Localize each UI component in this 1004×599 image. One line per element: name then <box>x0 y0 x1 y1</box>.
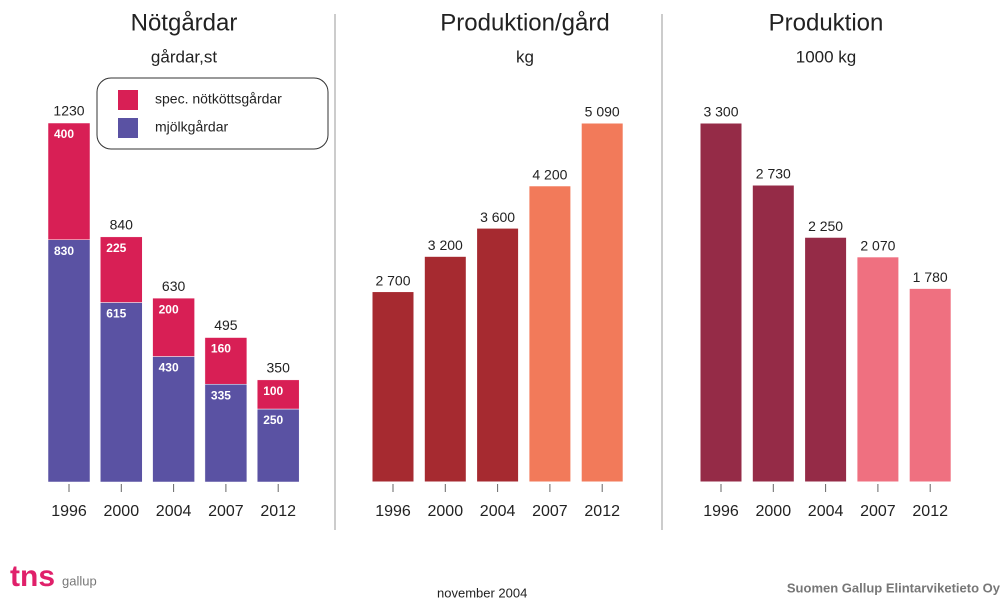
total-label: 350 <box>267 360 291 376</box>
x-tick-label: 2000 <box>756 503 792 520</box>
chart-subtitle: 1000 kg <box>796 47 857 66</box>
bar <box>751 184 795 483</box>
bar <box>908 287 952 483</box>
logo-sub: gallup <box>62 573 97 588</box>
value-label: 3 200 <box>428 237 463 253</box>
bar-segment <box>204 337 248 385</box>
bar <box>856 256 900 483</box>
segment-label: 830 <box>54 244 74 258</box>
x-tick-label: 2000 <box>428 503 464 520</box>
footer-date: november 2004 <box>437 585 527 599</box>
x-tick-label: 2004 <box>156 503 192 520</box>
chart-title: Nötgårdar <box>131 9 238 36</box>
x-tick-label: 1996 <box>375 503 411 520</box>
total-label: 840 <box>110 217 134 233</box>
value-label: 3 600 <box>480 209 515 225</box>
bar-segment <box>100 302 143 483</box>
segment-label: 250 <box>263 413 283 427</box>
x-tick-label: 1996 <box>703 503 739 520</box>
bar-segment <box>256 379 300 410</box>
value-label: 5 090 <box>585 104 620 120</box>
logo: tns <box>10 560 55 593</box>
segment-label: 400 <box>54 127 74 141</box>
legend-swatch <box>118 90 138 110</box>
x-tick-label: 2004 <box>480 503 516 520</box>
segment-label: 335 <box>211 388 231 402</box>
total-label: 630 <box>162 278 186 294</box>
chart-subtitle: gårdar,st <box>151 47 217 66</box>
bar-segment <box>152 297 195 357</box>
value-label: 1 780 <box>913 269 948 285</box>
segment-label: 430 <box>159 361 179 375</box>
bar <box>699 122 743 483</box>
x-tick-label: 2007 <box>532 503 568 520</box>
legend-swatch <box>118 118 138 138</box>
x-tick-label: 2012 <box>584 503 620 520</box>
value-label: 2 730 <box>756 166 791 182</box>
bar <box>476 227 520 483</box>
x-tick-label: 1996 <box>51 503 87 520</box>
chart-title: Produktion <box>769 9 884 36</box>
x-tick-label: 2004 <box>808 503 844 520</box>
total-label: 495 <box>214 317 238 333</box>
segment-label: 225 <box>106 241 126 255</box>
value-label: 2 070 <box>860 238 895 254</box>
legend-label: mjölkgårdar <box>155 119 228 135</box>
legend-box <box>96 77 329 150</box>
bar-segment <box>152 356 195 483</box>
segment-label: 100 <box>263 384 283 398</box>
bar <box>804 236 848 483</box>
chart-title: Produktion/gård <box>440 9 609 36</box>
bar <box>580 122 624 483</box>
x-tick-label: 2012 <box>260 503 296 520</box>
footer-company: Suomen Gallup Elintarviketieto Oy <box>787 580 1001 595</box>
bar-segment <box>256 408 300 483</box>
x-tick-label: 2012 <box>912 503 948 520</box>
segment-label: 200 <box>159 302 179 316</box>
value-label: 3 300 <box>703 104 738 120</box>
segment-label: 615 <box>106 307 126 321</box>
value-label: 2 700 <box>375 272 410 288</box>
bar-segment <box>47 122 91 240</box>
segment-label: 160 <box>211 342 231 356</box>
total-label: 1230 <box>53 103 84 119</box>
value-label: 4 200 <box>532 166 567 182</box>
chart-subtitle: kg <box>516 47 534 66</box>
bar-segment <box>47 239 91 483</box>
x-tick-label: 2007 <box>208 503 244 520</box>
x-tick-label: 2000 <box>104 503 140 520</box>
bar <box>528 185 572 483</box>
x-tick-label: 2007 <box>860 503 896 520</box>
bar <box>371 291 415 483</box>
bar <box>423 255 467 483</box>
bar-segment <box>100 236 143 303</box>
value-label: 2 250 <box>808 218 843 234</box>
legend-label: spec. nötköttsgårdar <box>155 91 282 107</box>
